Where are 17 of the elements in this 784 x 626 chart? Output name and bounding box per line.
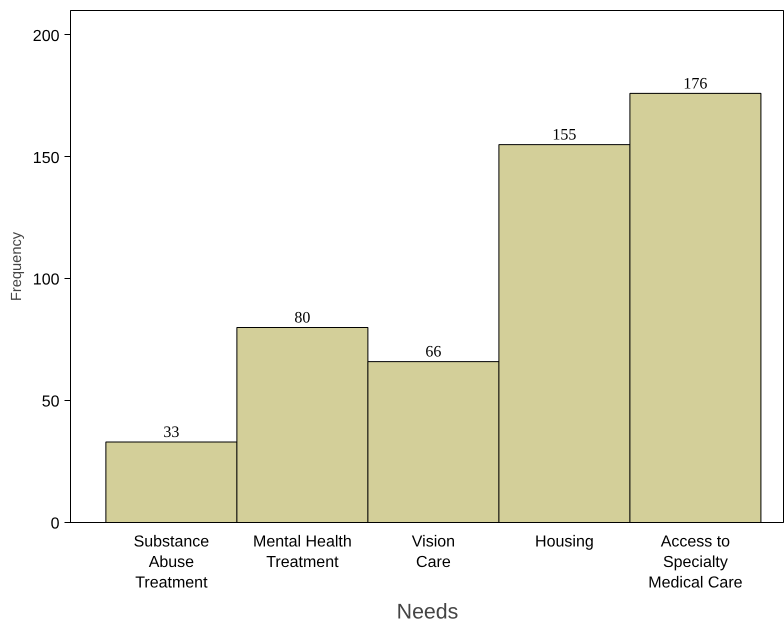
y-tick-label: 100 <box>32 272 60 289</box>
x-tick-label: Vision Care <box>412 534 456 571</box>
data-label: 155 <box>552 126 576 144</box>
data-label: 66 <box>425 344 442 361</box>
x-tick-label: Access to Specialty Medical Care <box>648 534 743 592</box>
x-tick-label: Housing <box>535 534 594 550</box>
data-label: 176 <box>683 75 708 92</box>
data-label: 33 <box>163 424 180 442</box>
y-tick-label: 200 <box>32 28 60 45</box>
x-axis-title: Needs <box>396 599 458 624</box>
x-tick-label: Substance Abuse Treatment <box>134 534 210 592</box>
x-tick-label: Mental Health Treatment <box>253 534 352 571</box>
y-tick-label: 0 <box>50 516 60 532</box>
y-axis-title: Frequency <box>8 231 25 302</box>
data-label: 80 <box>294 309 310 326</box>
y-tick-label: 150 <box>32 150 60 167</box>
y-tick-label: 50 <box>42 394 60 411</box>
